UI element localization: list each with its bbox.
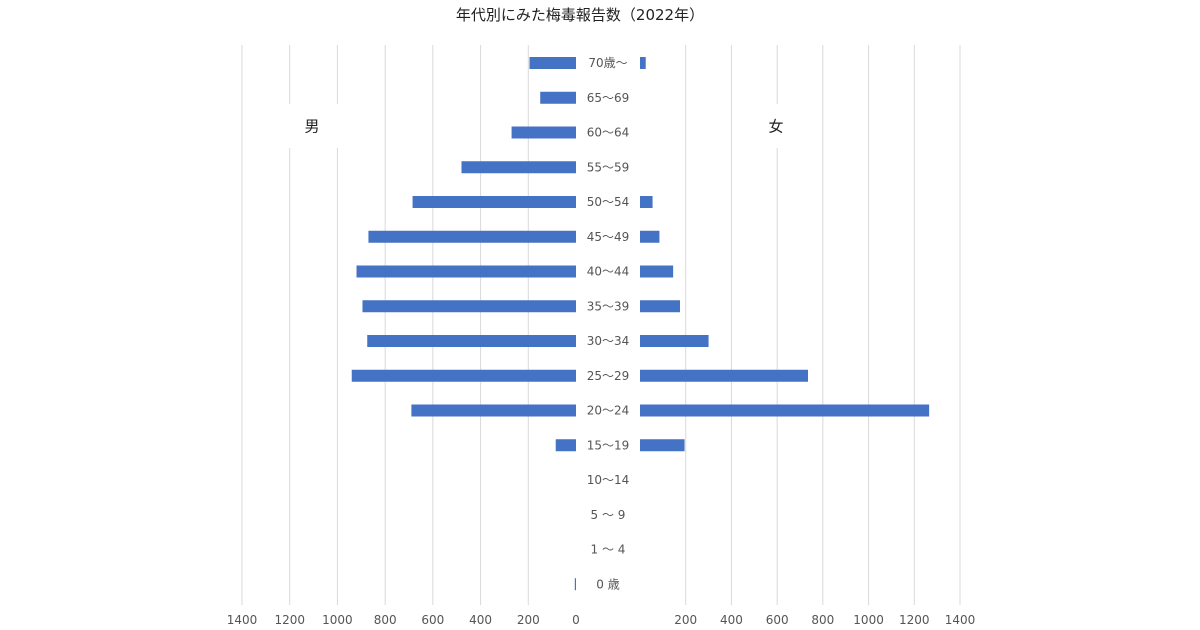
category-label: 55～59 [587, 160, 630, 174]
tick-label-right: 400 [720, 613, 743, 627]
bar-male [574, 578, 576, 591]
bar-female [640, 265, 674, 278]
category-label: 35～39 [587, 299, 630, 313]
bar-male [367, 335, 576, 347]
category-label: 60～64 [587, 126, 630, 140]
bar-male [529, 57, 576, 69]
category-label: 70歳～ [588, 56, 627, 70]
bar-female [640, 335, 709, 347]
male-label-box [280, 104, 342, 148]
bar-female [640, 196, 653, 208]
category-labels: 0 歳 1 ～ 4 5 ～ 9 10～14 15～19 20～24 25～29 30～34 35… [587, 56, 630, 591]
tick-label-left: 1400 [227, 613, 258, 627]
bar-male [351, 369, 576, 382]
category-label: 40～44 [587, 265, 630, 279]
bar-male [412, 196, 576, 208]
bar-female [640, 439, 685, 452]
tick-label-left: 200 [517, 613, 540, 627]
axis-ticks: 1400 1200 1000 800 600 400 200 0 200 400 600 800 100… [227, 613, 976, 627]
bar-male [511, 126, 576, 139]
category-label: 15～19 [587, 438, 630, 452]
tick-label-left: 0 [572, 613, 580, 627]
bar-male [461, 161, 576, 174]
bar-male [362, 300, 576, 313]
category-label: 65～69 [587, 91, 630, 105]
category-label: 1 ～ 4 [591, 543, 626, 557]
tick-label-right: 600 [766, 613, 789, 627]
bar-male [356, 265, 576, 278]
category-label: 25～29 [587, 369, 630, 383]
tick-label-left: 1000 [322, 613, 353, 627]
tick-label-right: 200 [674, 613, 697, 627]
bar-female [640, 369, 808, 382]
bars [351, 57, 930, 591]
tick-label-right: 1200 [899, 613, 930, 627]
bar-female [640, 404, 930, 417]
bar-female [640, 57, 646, 69]
bar-female [640, 300, 680, 313]
bar-male [540, 91, 576, 104]
tick-label-left: 1200 [274, 613, 305, 627]
category-label: 5 ～ 9 [591, 508, 626, 522]
category-label: 0 歳 [596, 577, 619, 591]
bar-male [368, 230, 576, 243]
bar-male [555, 439, 576, 452]
tick-label-right: 800 [811, 613, 834, 627]
female-series-label: 女 [768, 118, 783, 136]
bar-female [640, 230, 660, 243]
category-label: 10～14 [587, 473, 630, 487]
tick-label-left: 600 [421, 613, 444, 627]
tick-label-left: 800 [374, 613, 397, 627]
category-label: 30～34 [587, 334, 630, 348]
bar-male [411, 404, 576, 417]
category-label: 45～49 [587, 230, 630, 244]
tick-label-left: 400 [469, 613, 492, 627]
tick-label-right: 1000 [853, 613, 884, 627]
category-label: 50～54 [587, 195, 630, 209]
tick-label-right: 1400 [945, 613, 976, 627]
category-label: 20～24 [587, 404, 630, 418]
male-series-label: 男 [304, 118, 319, 136]
female-label-box [746, 104, 808, 148]
chart-title: 年代別にみた梅毒報告数（2022年） [456, 6, 704, 24]
